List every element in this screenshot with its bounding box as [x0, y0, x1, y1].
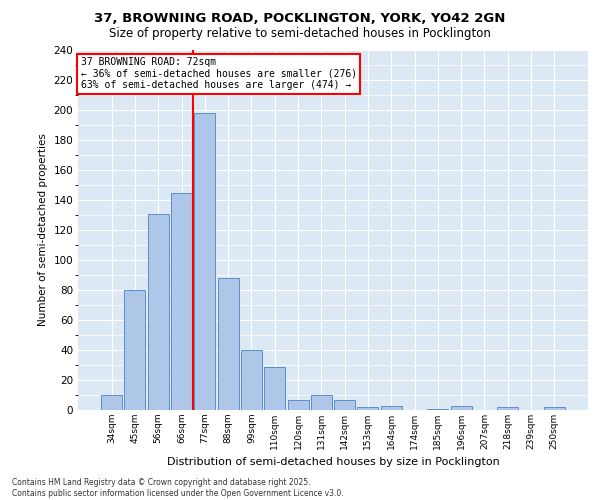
Bar [287, 400, 308, 410]
Bar [194, 113, 215, 410]
Bar [171, 192, 192, 410]
Text: Contains HM Land Registry data © Crown copyright and database right 2025.
Contai: Contains HM Land Registry data © Crown c… [12, 478, 344, 498]
Bar [544, 407, 565, 410]
Bar [451, 406, 472, 410]
Text: 37 BROWNING ROAD: 72sqm
← 36% of semi-detached houses are smaller (276)
63% of s: 37 BROWNING ROAD: 72sqm ← 36% of semi-de… [80, 57, 356, 90]
Bar [264, 366, 285, 410]
Bar [148, 214, 169, 410]
Bar [241, 350, 262, 410]
X-axis label: Distribution of semi-detached houses by size in Pocklington: Distribution of semi-detached houses by … [167, 458, 499, 468]
Bar [427, 408, 448, 410]
Bar [311, 395, 332, 410]
Bar [101, 395, 122, 410]
Bar [124, 290, 145, 410]
Bar [218, 278, 239, 410]
Bar [381, 406, 402, 410]
Y-axis label: Number of semi-detached properties: Number of semi-detached properties [38, 134, 48, 326]
Text: 37, BROWNING ROAD, POCKLINGTON, YORK, YO42 2GN: 37, BROWNING ROAD, POCKLINGTON, YORK, YO… [94, 12, 506, 26]
Bar [497, 407, 518, 410]
Bar [334, 400, 355, 410]
Text: Size of property relative to semi-detached houses in Pocklington: Size of property relative to semi-detach… [109, 28, 491, 40]
Bar [358, 407, 379, 410]
